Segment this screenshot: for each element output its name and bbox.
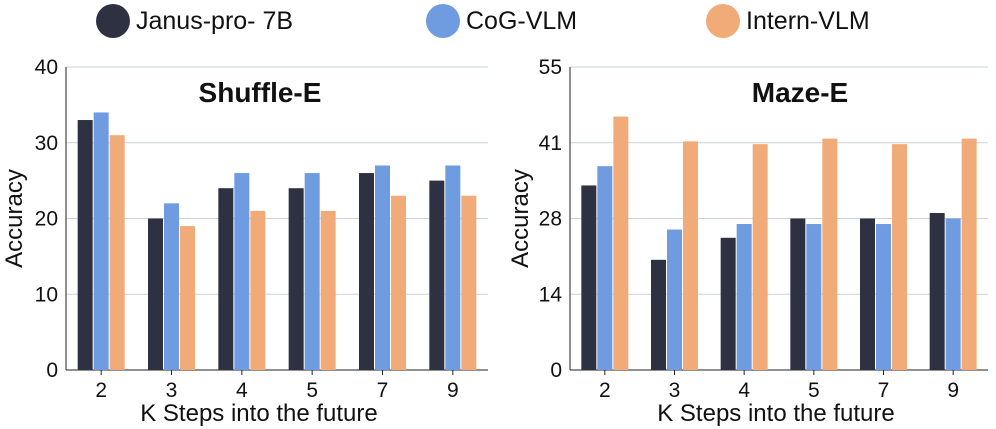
shuffle-bar (250, 210, 266, 370)
maze-bar (945, 218, 961, 370)
legend-label-janus: Janus-pro- 7B (136, 6, 294, 35)
maze-bar (613, 116, 629, 370)
shuffle-y-tick-label: 40 (35, 56, 58, 79)
maze-y-axis-label: Accuracy (507, 169, 534, 268)
shuffle-bar (109, 135, 125, 370)
shuffle-x-tick-label: 5 (306, 379, 318, 402)
maze-bar (790, 218, 806, 370)
maze-bar (581, 185, 597, 370)
legend: Janus-pro- 7B CoG-VLM Intern-VLM (0, 0, 996, 44)
maze-x-tick-label: 5 (808, 379, 820, 402)
shuffle-bar (304, 173, 320, 370)
shuffle-bar (93, 112, 109, 370)
maze-bar (929, 212, 945, 370)
maze-bar (752, 144, 768, 370)
legend-dot-internvlm (706, 4, 740, 38)
shuffle-x-tick-label: 7 (377, 379, 389, 402)
maze-bar (683, 141, 698, 370)
legend-label-internvlm: Intern-VLM (746, 6, 870, 35)
maze-x-tick-label: 7 (878, 379, 890, 402)
maze-bar (597, 166, 613, 370)
maze-x-axis-label: K Steps into the future (657, 400, 894, 427)
shuffle-bar (461, 195, 477, 370)
shuffle-chart-title: Shuffle-E (199, 77, 322, 108)
maze-bar (806, 224, 822, 370)
legend-item-janus: Janus-pro- 7B (96, 4, 293, 38)
maze-y-tick-label: 0 (550, 359, 562, 382)
shuffle-x-tick-label: 9 (447, 379, 459, 402)
shuffle-y-tick-label: 0 (46, 359, 58, 382)
shuffle-x-axis-label: K Steps into the future (140, 400, 377, 427)
shuffle-y-tick-label: 30 (35, 132, 58, 155)
shuffle-bar (320, 210, 336, 370)
maze-bar (876, 224, 891, 370)
legend-item-cogvlm: CoG-VLM (426, 4, 577, 38)
shuffle-x-tick-label: 4 (236, 379, 248, 402)
maze-bar (720, 237, 736, 370)
shuffle-bar (445, 165, 461, 370)
maze-chart-title: Maze-E (752, 77, 848, 108)
shuffle-bar (375, 165, 390, 370)
shuffle-bar (164, 203, 179, 370)
shuffle-bar (391, 195, 406, 370)
shuffle-bar (148, 218, 163, 370)
maze-x-tick-label: 3 (669, 379, 681, 402)
legend-dot-cogvlm (426, 4, 460, 38)
shuffle-bar (429, 180, 445, 370)
shuffle-y-tick-label: 20 (35, 208, 58, 231)
shuffle-bar (180, 226, 195, 370)
shuffle-x-tick-label: 3 (166, 379, 178, 402)
shuffle-bar (77, 120, 93, 371)
maze-x-tick-label: 2 (599, 379, 611, 402)
maze-x-tick-label: 9 (947, 379, 959, 402)
maze-bar (822, 138, 838, 370)
shuffle-bar (359, 173, 374, 370)
shuffle-y-axis-label: Accuracy (1, 169, 28, 268)
legend-dot-janus (96, 4, 130, 38)
shuffle-y-tick-label: 10 (35, 283, 58, 306)
maze-x-tick-label: 4 (738, 379, 750, 402)
shuffle-bar (234, 173, 250, 370)
maze-bar (651, 259, 666, 370)
maze-bar (860, 218, 875, 370)
maze-y-tick-label: 55 (539, 56, 562, 79)
legend-item-internvlm: Intern-VLM (706, 4, 870, 38)
shuffle-x-tick-label: 2 (95, 379, 107, 402)
maze-y-tick-label: 41 (539, 132, 562, 155)
legend-label-cogvlm: CoG-VLM (466, 6, 578, 35)
maze-y-tick-label: 14 (539, 283, 563, 306)
maze-bar (892, 144, 907, 370)
shuffle-bar (288, 188, 304, 370)
maze-bar (961, 138, 977, 370)
maze-bar (667, 229, 682, 370)
maze-bar (736, 224, 752, 370)
maze-y-tick-label: 28 (539, 208, 562, 231)
shuffle-bar (218, 188, 234, 370)
